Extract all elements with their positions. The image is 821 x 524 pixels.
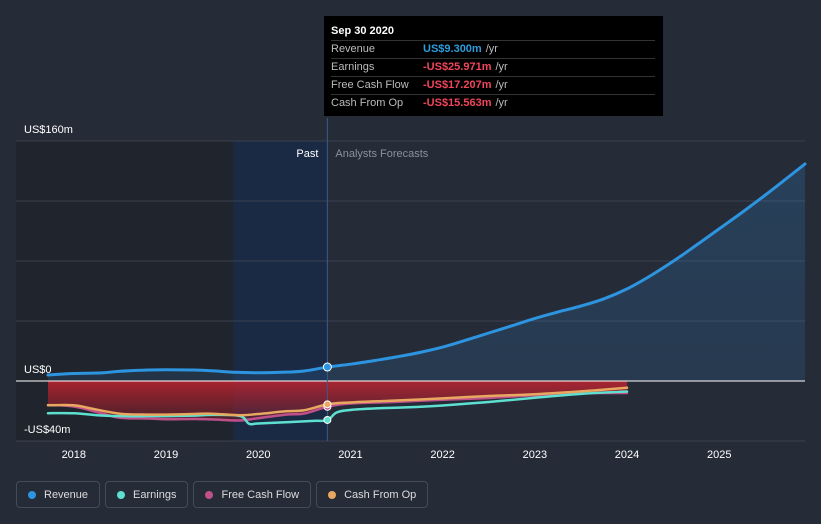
- forecast-label: Analysts Forecasts: [335, 148, 428, 160]
- series-lines: [46, 162, 807, 426]
- legend-label: Cash From Op: [344, 488, 417, 501]
- cash-from-op-marker: [323, 400, 332, 409]
- tooltip-unit: /yr: [485, 43, 498, 55]
- x-tick-label: 2024: [615, 449, 639, 461]
- tooltip: Sep 30 2020 Revenue US$9.300m/yr Earnings -…: [324, 16, 663, 116]
- series-markers: [322, 362, 332, 424]
- y-tick-label: US$160m: [24, 124, 73, 136]
- legend-item-earnings[interactable]: Earnings: [105, 481, 189, 508]
- tooltip-value: -US$15.563m: [423, 97, 492, 109]
- revenue-area: [48, 163, 805, 381]
- legend-dot-icon: [117, 490, 126, 499]
- legend-label: Free Cash Flow: [221, 488, 300, 501]
- x-tick-label: 2025: [707, 449, 731, 461]
- legend: Revenue Earnings Free Cash Flow Cash From O…: [16, 481, 433, 508]
- y-tick-label: -US$40m: [24, 424, 70, 436]
- legend-label: Revenue: [44, 488, 89, 501]
- y-tick-label: US$0: [24, 364, 52, 376]
- x-tick-label: 2020: [246, 449, 270, 461]
- tooltip-date: Sep 30 2020: [331, 25, 394, 37]
- tooltip-unit: /yr: [495, 97, 508, 109]
- tooltip-unit: /yr: [495, 61, 508, 73]
- legend-dot-icon: [28, 490, 36, 499]
- legend-dot-icon: [205, 490, 214, 499]
- tooltip-label: Cash From Op: [331, 97, 404, 109]
- earnings-line: [46, 390, 629, 426]
- earnings-marker: [323, 415, 332, 424]
- cash-from-op-line: [46, 386, 629, 417]
- negative-area: [48, 381, 628, 421]
- revenue-marker: [322, 362, 332, 372]
- tooltip-label: Earnings: [331, 61, 375, 73]
- x-tick-label: 2022: [430, 449, 454, 461]
- x-tick-label: 2019: [154, 449, 178, 461]
- revenue-line: [46, 162, 807, 377]
- x-tick-label: 2023: [523, 449, 547, 461]
- tooltip-value: -US$17.207m: [423, 79, 492, 91]
- tooltip-row: Free Cash Flow -US$17.207m/yr: [331, 76, 655, 94]
- legend-item-revenue[interactable]: Revenue: [16, 481, 101, 508]
- y-axis: US$160m US$0 -US$40m: [24, 124, 73, 436]
- tooltip-label: Free Cash Flow: [331, 79, 409, 91]
- tooltip-row: Earnings -US$25.971m/yr: [331, 58, 655, 76]
- x-tick-label: 2021: [338, 449, 362, 461]
- past-label: Past: [296, 148, 318, 160]
- x-tick-label: 2018: [62, 449, 86, 461]
- legend-item-cash-from-op[interactable]: Cash From Op: [316, 481, 429, 508]
- tooltip-unit: /yr: [495, 79, 508, 91]
- x-axis: 2018 2019 2020 2021 2022 2023 2024 2025: [62, 449, 732, 461]
- free-cash-flow-line: [46, 391, 629, 422]
- tooltip-label: Revenue: [331, 43, 376, 55]
- tooltip-value: US$9.300m: [423, 43, 482, 55]
- tooltip-value: -US$25.971m: [423, 61, 492, 73]
- legend-label: Earnings: [133, 488, 177, 501]
- tooltip-row: Revenue US$9.300m/yr: [331, 40, 655, 58]
- tooltip-row: Cash From Op -US$15.563m/yr: [331, 94, 655, 112]
- legend-item-free-cash-flow[interactable]: Free Cash Flow: [193, 481, 312, 508]
- legend-dot-icon: [328, 490, 337, 499]
